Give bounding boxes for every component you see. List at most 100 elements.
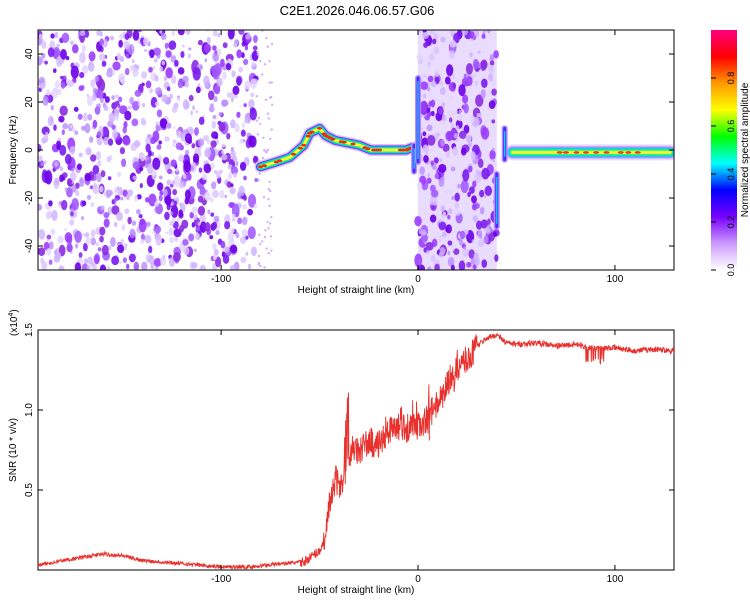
noise-blob: [78, 252, 83, 258]
noise-blob: [458, 260, 466, 270]
noise-blob: [431, 205, 436, 210]
noise-blob: [168, 40, 177, 51]
noise-blob: [269, 95, 273, 99]
noise-blob: [154, 201, 160, 207]
y-tick-label: 1.5: [24, 323, 35, 337]
noise-blob: [175, 142, 183, 150]
noise-blob: [270, 215, 273, 219]
noise-blob: [87, 113, 93, 121]
noise-blob: [172, 188, 178, 196]
noise-blob: [170, 75, 177, 85]
noise-blob: [441, 114, 447, 122]
noise-blob: [427, 75, 434, 83]
noise-blob: [230, 183, 234, 187]
noise-blob: [213, 248, 219, 256]
noise-blob: [433, 157, 439, 164]
noise-blob: [493, 231, 497, 237]
noise-blob: [235, 211, 240, 218]
noise-blob: [147, 134, 153, 139]
noise-blob: [226, 181, 232, 188]
noise-blob: [153, 47, 161, 56]
noise-blob: [94, 75, 99, 82]
noise-blob: [122, 136, 131, 146]
noise-blob: [114, 94, 119, 99]
noise-blob: [161, 60, 165, 66]
noise-blob: [484, 185, 493, 197]
noise-blob: [204, 147, 211, 159]
noise-blob: [227, 164, 233, 170]
noise-blob: [38, 229, 46, 240]
noise-blob: [259, 122, 262, 126]
noise-blob: [178, 154, 185, 162]
noise-blob: [430, 160, 434, 166]
noise-blob: [241, 216, 248, 226]
noise-blob: [57, 235, 64, 244]
noise-blob: [97, 247, 102, 252]
noise-blob: [194, 127, 199, 136]
noise-blob: [190, 110, 193, 116]
noise-blob: [154, 266, 159, 270]
noise-blob: [43, 134, 47, 139]
noise-blob: [48, 200, 53, 207]
noise-blob: [428, 100, 433, 107]
noise-blob: [414, 216, 422, 227]
noise-blob: [481, 33, 486, 39]
noise-blob: [120, 239, 124, 245]
noise-blob: [487, 218, 491, 226]
noise-blob: [427, 134, 436, 146]
noise-blob: [160, 32, 167, 41]
noise-blob: [204, 222, 211, 232]
noise-blob: [180, 51, 185, 58]
noise-blob: [194, 214, 198, 221]
noise-blob: [212, 53, 219, 62]
x-tick-label: 100: [607, 274, 624, 285]
noise-blob: [472, 215, 479, 223]
noise-blob: [158, 194, 163, 202]
noise-blob: [86, 194, 92, 200]
noise-blob: [204, 58, 208, 63]
noise-blob: [148, 255, 155, 265]
noise-blob: [112, 129, 118, 139]
noise-blob: [70, 211, 74, 217]
noise-blob: [422, 144, 429, 153]
noise-blob: [117, 244, 125, 254]
noise-blob: [38, 33, 43, 40]
noise-blob: [123, 121, 128, 129]
noise-blob: [107, 189, 111, 195]
noise-blob: [83, 242, 88, 252]
noise-blob: [426, 86, 431, 92]
noise-blob: [141, 119, 147, 126]
noise-blob: [445, 224, 452, 234]
noise-blob: [421, 233, 428, 243]
noise-blob: [133, 261, 140, 270]
colorbar-tick-label: 0.8: [726, 72, 736, 85]
noise-blob: [249, 107, 257, 121]
noise-blob: [232, 217, 236, 222]
noise-blob: [60, 81, 66, 89]
noise-blob: [173, 252, 181, 262]
noise-blob: [480, 88, 486, 99]
noise-blob: [466, 261, 472, 268]
noise-blob: [149, 49, 155, 59]
noise-blob: [56, 143, 61, 151]
noise-blob: [197, 205, 206, 216]
noise-blob: [189, 211, 194, 219]
noise-blob: [426, 124, 433, 132]
noise-blob: [138, 218, 147, 233]
noise-blob: [450, 264, 455, 270]
noise-blob: [106, 156, 112, 163]
noise-blob: [132, 67, 139, 78]
noise-blob: [74, 130, 79, 136]
noise-blob: [474, 80, 479, 86]
noise-blob: [97, 160, 102, 167]
noise-blob: [74, 230, 82, 243]
noise-blob: [194, 232, 199, 239]
noise-blob: [485, 30, 488, 33]
noise-blob: [440, 139, 445, 147]
noise-blob: [269, 189, 272, 193]
noise-blob: [472, 58, 479, 70]
noise-blob: [48, 241, 54, 250]
noise-blob: [221, 143, 226, 148]
noise-blob: [141, 261, 148, 270]
noise-blob: [457, 114, 463, 122]
